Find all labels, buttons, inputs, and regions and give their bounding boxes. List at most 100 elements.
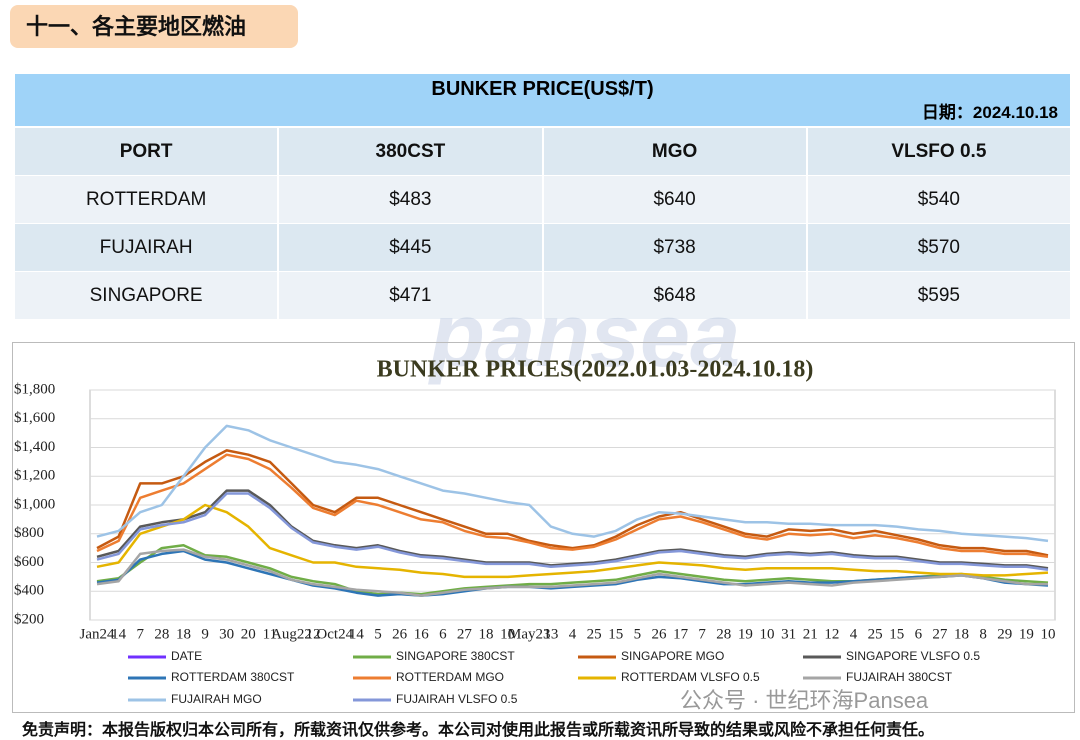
x-tick-label: 30: [219, 626, 234, 642]
x-tick-label: May23: [508, 626, 551, 642]
x-tick-label: 10: [1041, 626, 1056, 642]
x-tick-label: 5: [374, 626, 382, 642]
x-tick-label: 6: [439, 626, 447, 642]
legend-label: ROTTERDAM MGO: [396, 670, 504, 684]
x-tick-label: 4: [569, 626, 577, 642]
x-tick-label: 18: [479, 626, 494, 642]
x-tick-label: Jan24: [80, 626, 115, 642]
column-header: VLSFO 0.5: [891, 140, 987, 162]
cell: SINGAPORE: [15, 272, 280, 319]
x-tick-label: 28: [154, 626, 169, 642]
cell: $640: [544, 176, 808, 223]
x-tick-label: 14: [111, 626, 127, 642]
social-watermark: 公众号 · 世纪环海Pansea: [680, 688, 929, 713]
column-header: MGO: [544, 128, 808, 175]
x-tick-label: 28: [716, 626, 731, 642]
y-tick-label: $1,600: [14, 410, 55, 426]
x-tick-label: 15: [889, 626, 904, 642]
legend-label: FUJAIRAH 380CST: [846, 670, 953, 684]
x-tick-label: 12: [306, 626, 321, 642]
x-tick-label: 25: [587, 626, 602, 642]
x-tick-label: 18: [954, 626, 969, 642]
x-tick-label: 25: [868, 626, 883, 642]
cell: $540: [917, 188, 961, 210]
chart-frame: [12, 342, 1075, 713]
series-line: [96, 548, 1048, 597]
table-title: BUNKER PRICE(US$/T): [431, 78, 654, 100]
x-tick-label: 17: [673, 626, 689, 642]
y-tick-label: $800: [14, 525, 44, 541]
table-row: FUJAIRAH $445 $738 $570: [15, 224, 1070, 271]
table-row: SINGAPORE $471 $648 $595: [15, 272, 1070, 319]
series-line: [96, 489, 1049, 570]
x-tick-label: 31: [781, 626, 796, 642]
cell: $445: [279, 224, 544, 271]
chart-title: BUNKER PRICES(2022.01.03-2024.10.18): [377, 357, 814, 383]
x-tick-label: 5: [634, 626, 642, 642]
legend-label: SINGAPORE 380CST: [396, 649, 515, 663]
x-tick-label: Aug22: [271, 626, 312, 642]
y-tick-label: $1,400: [14, 439, 55, 455]
x-tick-label: 4: [850, 626, 858, 642]
x-tick-label: 11: [263, 626, 277, 642]
legend-label: SINGAPORE VLSFO 0.5: [846, 649, 980, 663]
table-date: 日期：2024.10.18: [921, 103, 1058, 122]
cell: FUJAIRAH: [15, 224, 280, 271]
series-line: [96, 453, 1049, 559]
column-header: PORT: [15, 128, 280, 175]
table-row: ROTTERDAM $483 $640 $540: [15, 176, 1070, 223]
x-tick-label: 18: [176, 626, 191, 642]
series-line: [96, 492, 1049, 571]
cell: ROTTERDAM: [15, 176, 280, 223]
x-tick-label: Oct24: [316, 626, 353, 642]
x-tick-label: 20: [241, 626, 256, 642]
series-line: [96, 503, 1049, 579]
watermark: pansea: [430, 286, 741, 386]
series-line: [96, 449, 1049, 557]
y-tick-label: $600: [14, 554, 44, 570]
series-line: [96, 549, 1049, 597]
disclaimer: 免责声明：本报告版权归本公司所有，所载资讯仅供参考。本公司对使用此报告或所载资讯…: [22, 722, 935, 739]
y-tick-label: $1,800: [14, 381, 55, 397]
x-tick-label: 13: [543, 626, 558, 642]
legend-label: DATE: [171, 649, 202, 663]
column-header-row: PORT 380CST MGO VLSFO 0.5: [15, 128, 1070, 175]
x-tick-label: 7: [136, 626, 144, 642]
x-tick-label: 15: [608, 626, 623, 642]
x-tick-label: 16: [414, 626, 430, 642]
x-tick-label: 12: [824, 626, 839, 642]
cell: $738: [544, 224, 808, 271]
x-tick-label: 21: [803, 626, 818, 642]
legend-label: FUJAIRAH MGO: [171, 692, 262, 706]
x-tick-label: 19: [1019, 626, 1034, 642]
x-tick-label: 9: [201, 626, 209, 642]
y-tick-label: $1,200: [14, 468, 55, 484]
cell: $483: [279, 176, 544, 223]
x-tick-label: 10: [500, 626, 515, 642]
x-tick-label: 10: [760, 626, 775, 642]
x-tick-label: 14: [349, 626, 365, 642]
x-tick-label: 6: [915, 626, 923, 642]
x-tick-label: 26: [392, 626, 408, 642]
y-tick-label: $1,000: [14, 496, 55, 512]
table-header: BUNKER PRICE(US$/T) 日期：2024.10.18: [15, 74, 1070, 126]
x-tick-label: 27: [457, 626, 473, 642]
column-header: 380CST: [279, 128, 544, 175]
x-tick-label: 29: [997, 626, 1012, 642]
price-table: BUNKER PRICE(US$/T) 日期：2024.10.18 PORT 3…: [15, 74, 1070, 320]
x-tick-label: 8: [979, 626, 987, 642]
legend-label: SINGAPORE MGO: [621, 649, 724, 663]
x-tick-label: 27: [932, 626, 948, 642]
x-tick-label: 19: [738, 626, 753, 642]
cell: $471: [279, 272, 544, 319]
y-tick-label: $400: [14, 583, 44, 599]
cell: $648: [544, 272, 808, 319]
x-tick-label: 26: [651, 626, 667, 642]
section-title: 十一、各主要地区燃油: [10, 5, 298, 48]
x-tick-label: 7: [698, 626, 706, 642]
cell: $570: [917, 236, 961, 258]
legend-label: ROTTERDAM 380CST: [171, 670, 295, 684]
legend-label: FUJAIRAH VLSFO 0.5: [396, 692, 518, 706]
